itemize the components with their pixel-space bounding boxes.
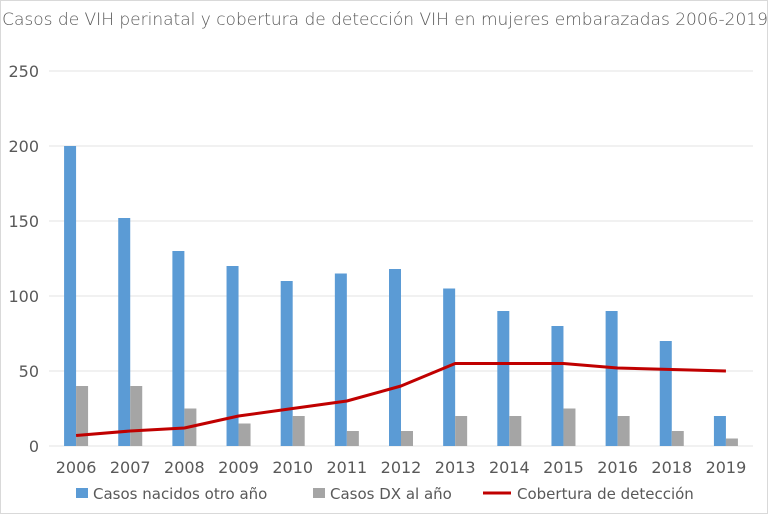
x-tick-label: 2018 — [651, 458, 692, 477]
legend-label: Cobertura de detección — [517, 485, 694, 503]
x-tick-label: 2008 — [164, 458, 205, 477]
y-tick-label: 200 — [8, 137, 39, 156]
bar-casos-nacidos — [118, 218, 130, 446]
bar-casos-dx — [293, 416, 305, 446]
x-tick-label: 2014 — [489, 458, 530, 477]
x-tick-label: 2016 — [597, 458, 638, 477]
y-tick-label: 0 — [29, 437, 39, 456]
bar-casos-dx — [130, 386, 142, 446]
x-tick-label: 2013 — [435, 458, 476, 477]
y-tick-label: 250 — [8, 62, 39, 81]
x-tick-label: 2011 — [326, 458, 367, 477]
y-tick-label: 150 — [8, 212, 39, 231]
bar-casos-nacidos — [281, 281, 293, 446]
legend-label: Casos DX al año — [330, 485, 452, 503]
bar-casos-dx — [563, 409, 575, 447]
bar-casos-nacidos — [606, 311, 618, 446]
bar-casos-nacidos — [172, 251, 184, 446]
y-tick-label: 50 — [19, 362, 39, 381]
x-tick-label: 2007 — [110, 458, 151, 477]
bar-casos-nacidos — [497, 311, 509, 446]
legend-label: Casos nacidos otro año — [93, 485, 267, 503]
bar-casos-nacidos — [64, 146, 76, 446]
bar-casos-dx — [509, 416, 521, 446]
x-tick-label: 2006 — [56, 458, 97, 477]
bar-casos-nacidos — [335, 274, 347, 447]
x-tick-label: 2019 — [706, 458, 747, 477]
bar-casos-dx — [726, 439, 738, 447]
bar-casos-dx — [76, 386, 88, 446]
bar-casos-nacidos — [714, 416, 726, 446]
y-tick-label: 100 — [8, 287, 39, 306]
legend-swatch — [76, 488, 88, 498]
bar-casos-dx — [401, 431, 413, 446]
bar-casos-dx — [455, 416, 467, 446]
bar-casos-dx — [347, 431, 359, 446]
x-tick-label: 2010 — [272, 458, 313, 477]
x-tick-label: 2012 — [381, 458, 422, 477]
bar-casos-dx — [672, 431, 684, 446]
x-tick-label: 2015 — [543, 458, 584, 477]
bar-casos-dx — [239, 424, 251, 447]
bar-casos-nacidos — [551, 326, 563, 446]
legend-swatch — [313, 488, 325, 498]
x-tick-label: 2009 — [218, 458, 259, 477]
bar-casos-nacidos — [660, 341, 672, 446]
bar-casos-nacidos — [389, 269, 401, 446]
bar-casos-dx — [618, 416, 630, 446]
